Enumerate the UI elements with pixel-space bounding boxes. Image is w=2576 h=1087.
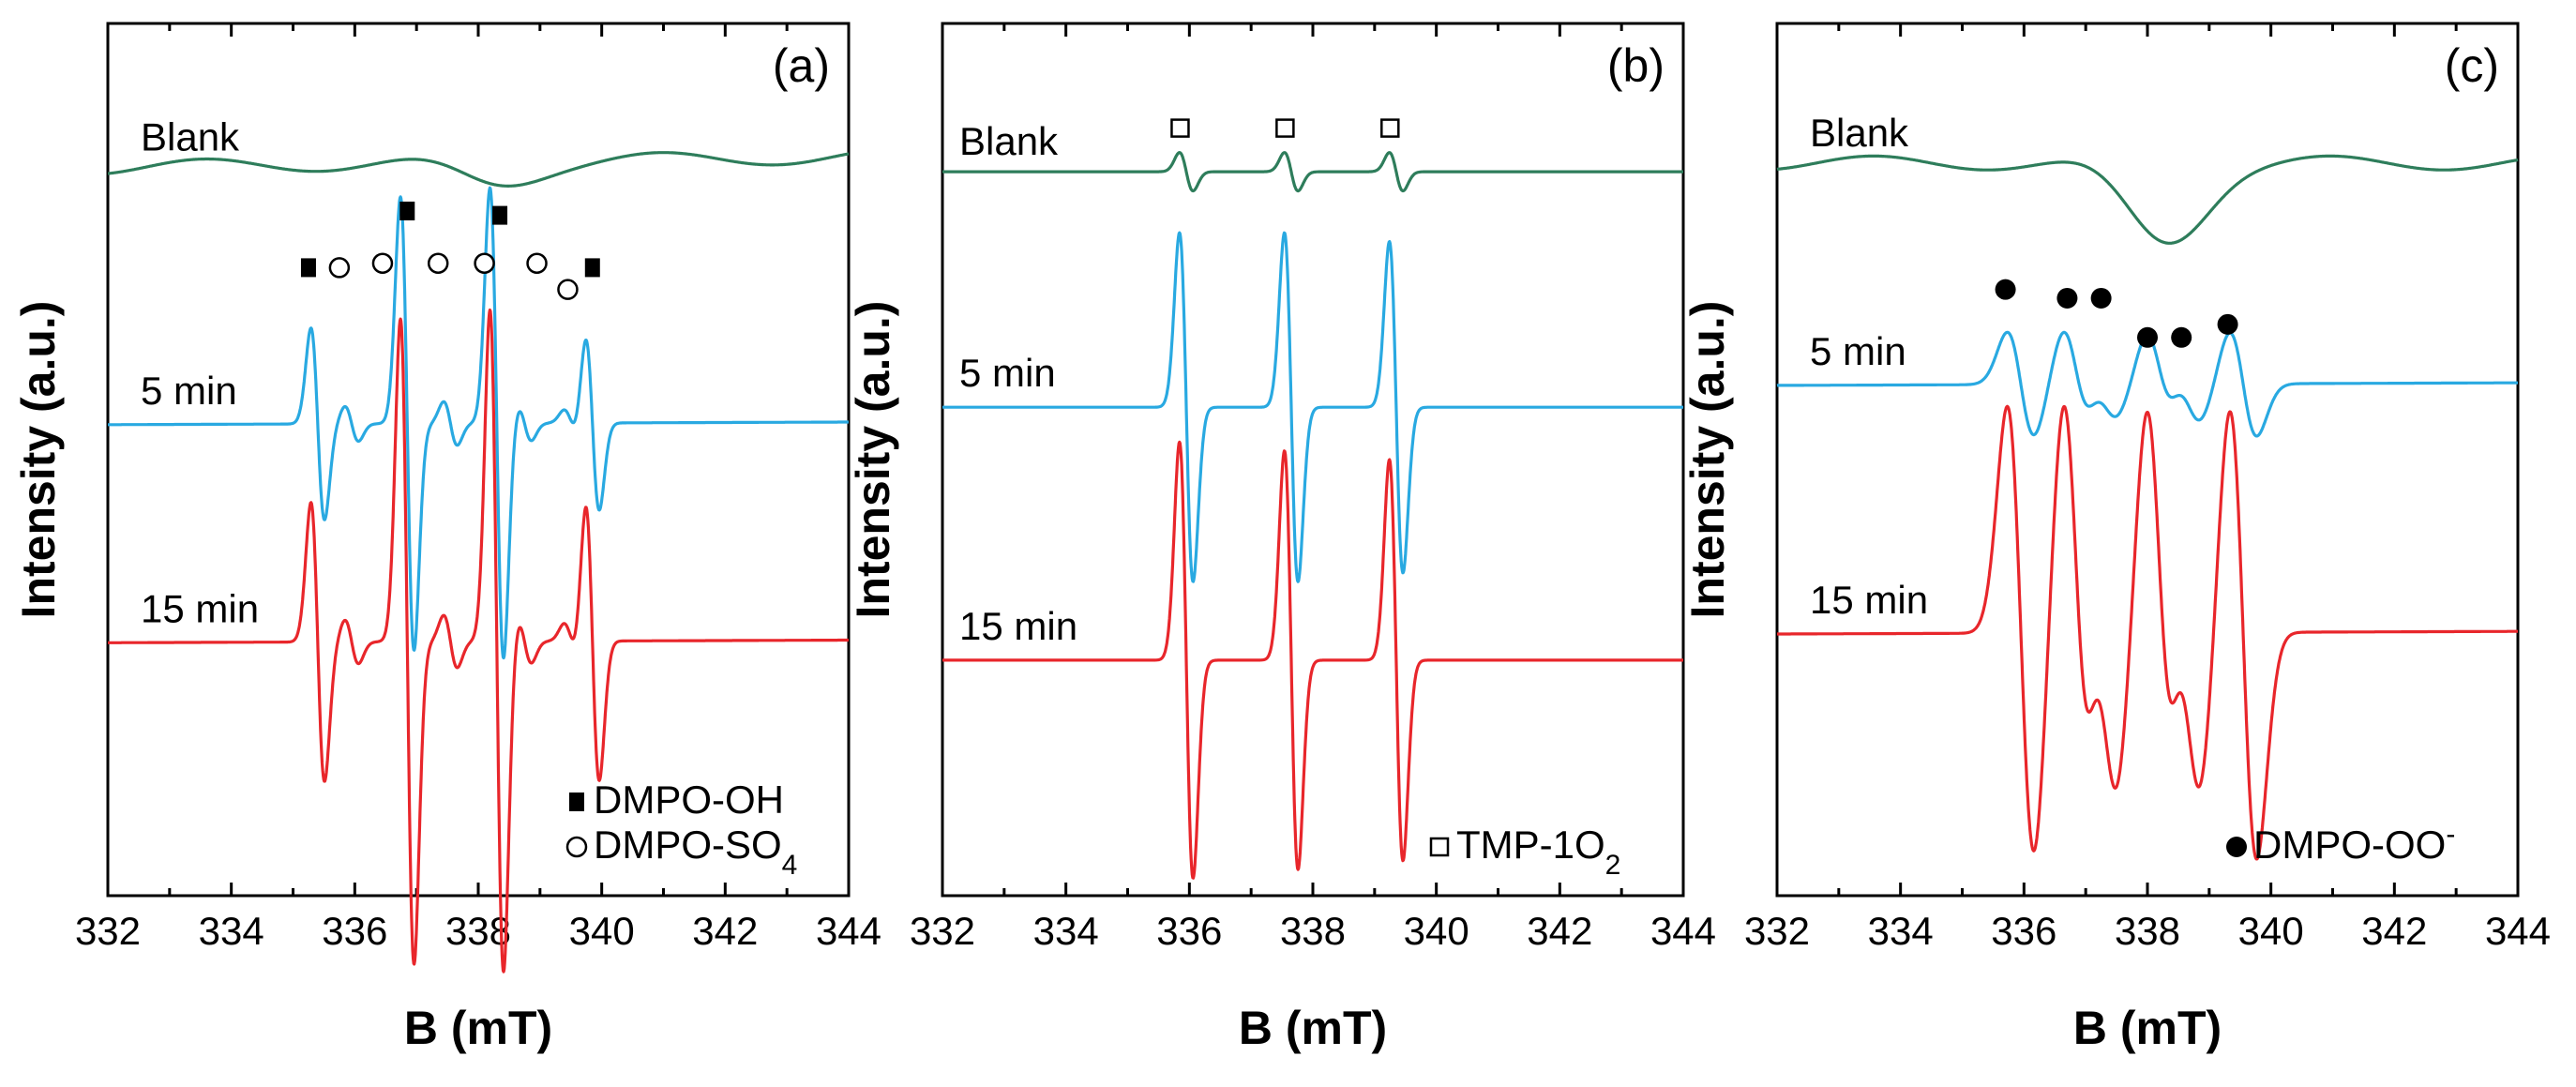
peak-marker-open-circle [328, 257, 351, 279]
panel-label: (b) [1607, 39, 1665, 92]
trace-label: 5 min [959, 351, 1056, 395]
panel-label: (c) [2445, 39, 2499, 92]
trace-label: 15 min [141, 586, 259, 630]
y-axis-label: Intensity (a.u.) [1681, 301, 1734, 619]
peak-marker-filled-square [492, 205, 508, 225]
peak-marker-open-circle [371, 252, 394, 274]
peak-marker-open-square [1275, 118, 1295, 138]
panel-c: 332 334 336 338 340 342 344 B (mT) Intensity (a.… [1681, 22, 2551, 1054]
peak-marker-open-square [1170, 118, 1190, 138]
peak-marker-filled-circle [2171, 326, 2192, 348]
x-tick-label: 338 [1280, 909, 1346, 953]
y-axis-label: Intensity (a.u.) [12, 301, 65, 619]
x-tick-label: 340 [569, 909, 635, 953]
legend-entry: DMPO-SO4 [594, 823, 797, 881]
trace-label: 5 min [1810, 329, 1906, 373]
peak-marker-open-circle [557, 279, 579, 300]
trace-label: Blank [959, 119, 1059, 163]
peak-marker-open-circle [526, 252, 548, 274]
x-tick-label: 340 [1404, 909, 1469, 953]
x-tick-label: 332 [75, 909, 141, 953]
peak-marker-filled-circle [1995, 279, 2016, 300]
trace-15-min [1776, 404, 2519, 861]
trace-label: Blank [1810, 111, 1909, 155]
trace-blank [107, 151, 850, 188]
peak-marker-open-circle [427, 252, 449, 274]
trace-15-min [942, 440, 1684, 880]
peak-marker-filled-square [300, 258, 316, 278]
x-tick-label: 332 [910, 909, 975, 953]
x-tick-label: 336 [322, 909, 387, 953]
x-tick-label: 336 [1156, 909, 1222, 953]
panel-b: 332 334 336 338 340 342 344 B (mT) Intensity (a.… [847, 22, 1716, 1054]
peak-marker-open-circle [474, 252, 495, 274]
x-axis-label: B (mT) [404, 1002, 552, 1054]
x-tick-label: 336 [1991, 909, 2056, 953]
x-tick-label: 340 [2238, 909, 2304, 953]
peak-marker-open-square [1380, 118, 1400, 138]
legend-marker [569, 793, 584, 811]
x-axis-label: B (mT) [2073, 1002, 2222, 1054]
x-tick-label: 338 [2115, 909, 2180, 953]
x-tick-label: 334 [1868, 909, 1934, 953]
legend-entry: TMP-1O2 [1456, 823, 1620, 881]
trace-label: Blank [141, 114, 240, 159]
x-tick-label: 342 [1527, 909, 1592, 953]
x-tick-label: 332 [1744, 909, 1810, 953]
peak-marker-filled-circle [2090, 287, 2112, 309]
trace-5-min [942, 231, 1684, 583]
x-tick-label: 342 [692, 909, 758, 953]
trace-blank [942, 151, 1684, 193]
legend-marker [2226, 837, 2247, 857]
legend-entry: DMPO-OH [594, 778, 784, 822]
x-axis-label: B (mT) [1239, 1002, 1387, 1054]
legend-marker [1429, 837, 1450, 857]
trace-15-min [107, 308, 850, 974]
trace-label: 15 min [1810, 578, 1928, 622]
trace-label: 15 min [959, 604, 1077, 648]
peak-marker-filled-square [584, 258, 600, 278]
panel-label: (a) [773, 39, 830, 92]
x-tick-label: 344 [2485, 909, 2551, 953]
x-tick-label: 342 [2361, 909, 2427, 953]
x-tick-label: 334 [199, 909, 264, 953]
x-tick-label: 334 [1033, 909, 1099, 953]
legend-entry: DMPO-OO- [2253, 819, 2455, 868]
peak-marker-filled-circle [2056, 287, 2078, 309]
trace-label: 5 min [141, 369, 237, 413]
trace-blank [1776, 154, 2519, 245]
peak-marker-filled-square [399, 201, 415, 220]
y-axis-label: Intensity (a.u.) [847, 301, 899, 619]
peak-marker-filled-circle [2217, 313, 2238, 335]
x-tick-label: 344 [1650, 909, 1716, 953]
legend-marker [565, 836, 588, 858]
x-tick-label: 344 [816, 909, 881, 953]
peak-marker-filled-circle [2137, 326, 2158, 348]
trace-5-min [107, 186, 850, 660]
